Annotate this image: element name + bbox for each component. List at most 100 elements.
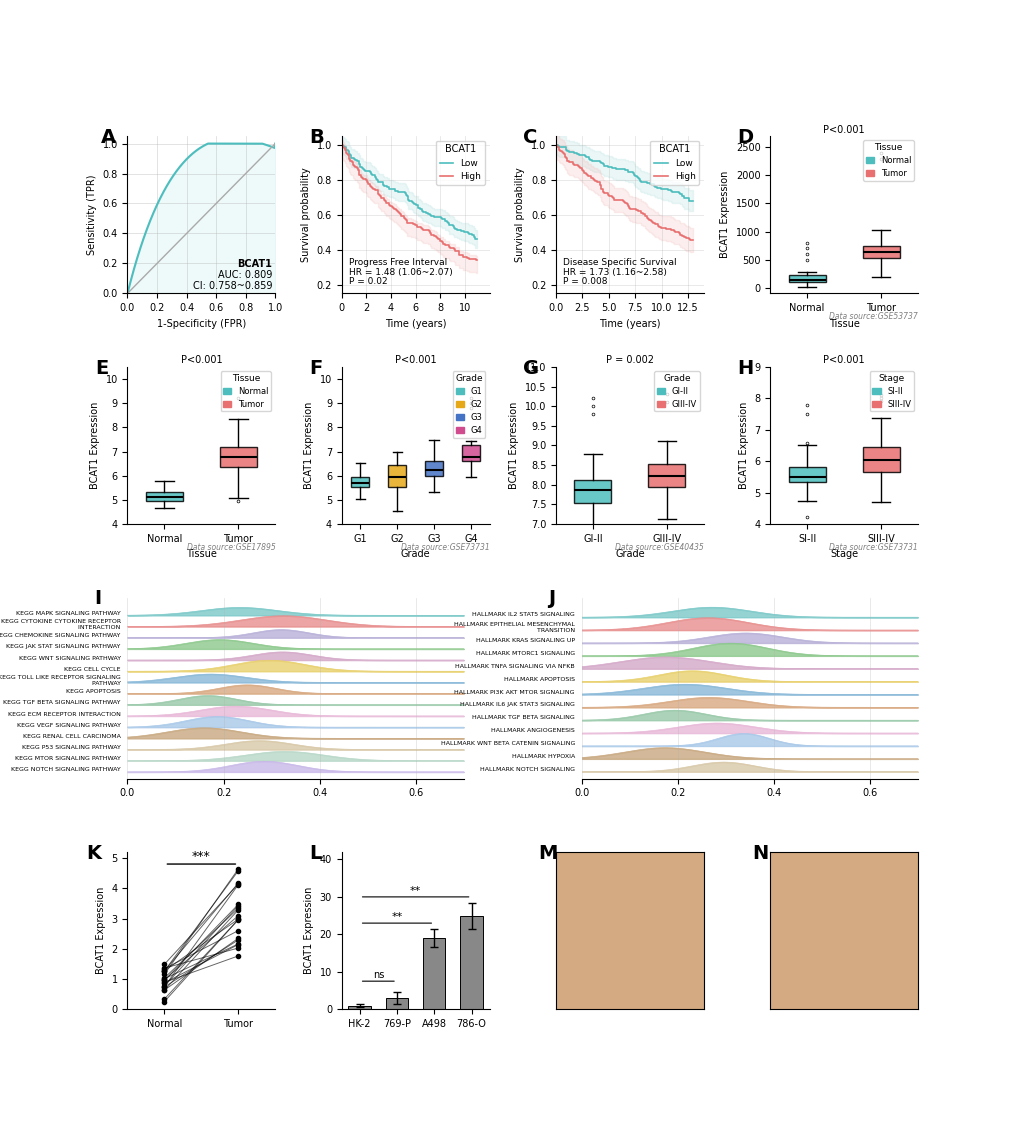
- High: [339, 144, 352, 158]
- PathPatch shape: [146, 492, 182, 501]
- PathPatch shape: [351, 476, 369, 488]
- Y-axis label: Sensitivity (TPR): Sensitivity (TPR): [87, 175, 97, 255]
- Bar: [460, 915, 482, 1009]
- Text: KEGG WNT SIGNALING PATHWAY: KEGG WNT SIGNALING PATHWAY: [18, 655, 120, 661]
- Text: KEGG P53 SIGNALING PATHWAY: KEGG P53 SIGNALING PATHWAY: [21, 745, 120, 750]
- Text: P<0.001: P<0.001: [822, 125, 864, 135]
- Text: HALLMARK ANGIOGENESIS: HALLMARK ANGIOGENESIS: [491, 728, 575, 734]
- High: [588, 174, 600, 187]
- Line: High: High: [341, 145, 477, 260]
- Text: KEGG CYTOKINE CYTOKINE RECEPTOR
  INTERACTION: KEGG CYTOKINE CYTOKINE RECEPTOR INTERACT…: [1, 619, 120, 631]
- Text: KEGG NOTCH SIGNALING PATHWAY: KEGG NOTCH SIGNALING PATHWAY: [11, 768, 120, 772]
- Text: HALLMARK MTORC1 SIGNALING: HALLMARK MTORC1 SIGNALING: [475, 651, 575, 655]
- Low: [682, 194, 694, 208]
- Text: Data source:GSE73731: Data source:GSE73731: [400, 543, 489, 552]
- Text: HALLMARK HYPOXIA: HALLMARK HYPOXIA: [512, 754, 575, 759]
- Text: P<0.001: P<0.001: [180, 355, 222, 365]
- Text: CI: 0.758~0.859: CI: 0.758~0.859: [193, 281, 272, 290]
- Low: [559, 143, 572, 156]
- Low: [388, 185, 400, 198]
- Legend: G1, G2, G3, G4: G1, G2, G3, G4: [452, 371, 485, 438]
- Bar: [385, 998, 408, 1009]
- PathPatch shape: [788, 466, 824, 482]
- High: [335, 138, 347, 152]
- Text: Disease Specific Survival: Disease Specific Survival: [562, 259, 677, 268]
- Text: **: **: [391, 912, 403, 922]
- Low: [582, 152, 594, 166]
- High: [367, 183, 379, 196]
- Legend: Low, High: Low, High: [650, 141, 699, 185]
- X-axis label: Stage: Stage: [829, 550, 857, 559]
- PathPatch shape: [387, 465, 406, 488]
- X-axis label: Tissue: Tissue: [827, 319, 859, 329]
- Y-axis label: BCAT1 Expression: BCAT1 Expression: [738, 401, 748, 489]
- High: [687, 234, 699, 247]
- Text: P<0.001: P<0.001: [394, 355, 436, 365]
- Line: Low: Low: [555, 145, 693, 201]
- Text: KEGG CHEMOKINE SIGNALING PATHWAY: KEGG CHEMOKINE SIGNALING PATHWAY: [0, 633, 120, 638]
- Text: L: L: [309, 844, 321, 863]
- High: [575, 162, 587, 176]
- High: [684, 234, 696, 247]
- X-axis label: Grade: Grade: [400, 550, 430, 559]
- Text: KEGG APOPTOSIS: KEGG APOPTOSIS: [66, 689, 120, 694]
- Bar: [348, 1006, 371, 1009]
- Low: [335, 138, 347, 152]
- Text: KEGG MAPK SIGNALING PATHWAY: KEGG MAPK SIGNALING PATHWAY: [16, 611, 120, 616]
- Low: [383, 181, 395, 195]
- Text: BCAT1: BCAT1: [237, 259, 272, 269]
- Text: KEGG TGF BETA SIGNALING PATHWAY: KEGG TGF BETA SIGNALING PATHWAY: [3, 701, 120, 705]
- PathPatch shape: [425, 462, 443, 476]
- Text: AUC: 0.809: AUC: 0.809: [218, 270, 272, 280]
- Bar: [423, 938, 445, 1009]
- Low: [609, 162, 622, 176]
- Legend: Normal, Tumor: Normal, Tumor: [220, 371, 271, 412]
- Y-axis label: BCAT1 Expression: BCAT1 Expression: [96, 887, 106, 974]
- Line: Low: Low: [341, 145, 477, 239]
- Low: [678, 191, 690, 204]
- Low: [365, 166, 377, 179]
- Text: P = 0.002: P = 0.002: [605, 355, 653, 365]
- Y-axis label: BCAT1 Expression: BCAT1 Expression: [304, 887, 314, 974]
- Text: HALLMARK IL6 JAK STAT3 SIGNALING: HALLMARK IL6 JAK STAT3 SIGNALING: [460, 702, 575, 708]
- Text: HALLMARK KRAS SIGNALING UP: HALLMARK KRAS SIGNALING UP: [476, 638, 575, 643]
- Text: Data source:GSE73731: Data source:GSE73731: [828, 543, 917, 552]
- Text: P = 0.02: P = 0.02: [348, 277, 387, 286]
- Legend: Low, High: Low, High: [436, 141, 484, 185]
- Text: H: H: [737, 359, 753, 378]
- Low: [468, 230, 480, 244]
- Text: P = 0.008: P = 0.008: [562, 277, 607, 286]
- Text: HR = 1.73 (1.16~2.58): HR = 1.73 (1.16~2.58): [562, 268, 666, 277]
- High: [679, 230, 691, 244]
- Text: C: C: [523, 128, 537, 147]
- Line: High: High: [555, 145, 693, 240]
- Text: J: J: [547, 589, 554, 608]
- PathPatch shape: [788, 274, 824, 282]
- Text: KEGG TOLL LIKE RECEPTOR SIGNALING
  PATHWAY: KEGG TOLL LIKE RECEPTOR SIGNALING PATHWA…: [0, 675, 120, 686]
- Y-axis label: BCAT1 Expression: BCAT1 Expression: [719, 171, 730, 259]
- Text: HALLMARK EPITHELIAL MESENCHYMAL
  TRANSITION: HALLMARK EPITHELIAL MESENCHYMAL TRANSITI…: [453, 623, 575, 633]
- Y-axis label: BCAT1 Expression: BCAT1 Expression: [90, 401, 100, 489]
- Text: M: M: [538, 844, 557, 863]
- Text: HALLMARK WNT BETA CATENIN SIGNALING: HALLMARK WNT BETA CATENIN SIGNALING: [440, 741, 575, 746]
- Text: A: A: [101, 128, 116, 147]
- Y-axis label: Survival probability: Survival probability: [301, 168, 311, 262]
- PathPatch shape: [462, 446, 480, 460]
- High: [572, 160, 584, 174]
- Legend: Normal, Tumor: Normal, Tumor: [862, 141, 913, 180]
- Text: K: K: [86, 844, 101, 863]
- Text: HALLMARK PI3K AKT MTOR SIGNALING: HALLMARK PI3K AKT MTOR SIGNALING: [453, 689, 575, 694]
- Low: [463, 227, 475, 240]
- Text: D: D: [737, 128, 753, 147]
- Text: N: N: [752, 844, 768, 863]
- Text: I: I: [94, 589, 101, 608]
- Text: KEGG RENAL CELL CARCINOMA: KEGG RENAL CELL CARCINOMA: [22, 734, 120, 739]
- Text: KEGG CELL CYCLE: KEGG CELL CYCLE: [64, 667, 120, 671]
- Text: ***: ***: [192, 849, 211, 863]
- High: [616, 194, 629, 208]
- Low: [417, 205, 429, 219]
- Low: [469, 232, 481, 246]
- X-axis label: Time (years): Time (years): [598, 319, 660, 329]
- Legend: GI-II, GIII-IV: GI-II, GIII-IV: [654, 371, 699, 412]
- PathPatch shape: [220, 447, 257, 467]
